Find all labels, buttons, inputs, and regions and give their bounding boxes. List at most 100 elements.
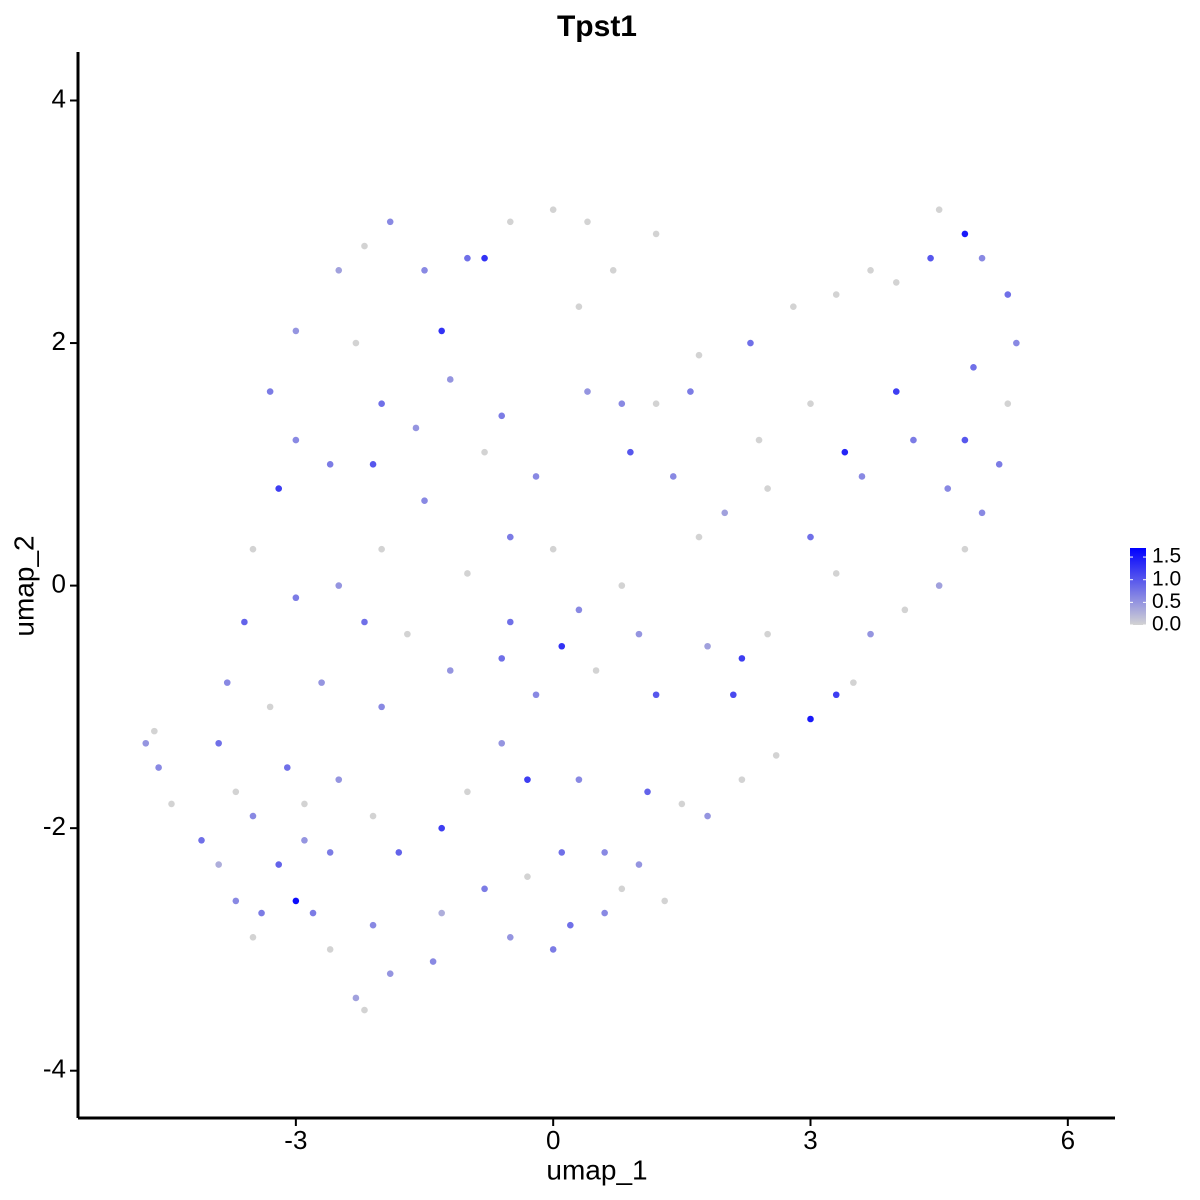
data-point bbox=[361, 1006, 368, 1014]
data-point bbox=[558, 849, 566, 856]
data-point bbox=[369, 812, 377, 820]
data-point bbox=[506, 533, 514, 541]
data-point bbox=[292, 436, 300, 444]
data-point bbox=[232, 897, 240, 905]
data-point bbox=[412, 424, 420, 432]
colorbar-label: 1.5 bbox=[1152, 545, 1181, 568]
data-point bbox=[506, 934, 514, 941]
data-point bbox=[266, 388, 274, 395]
colorbar bbox=[1130, 548, 1146, 625]
data-point bbox=[704, 812, 711, 820]
data-point bbox=[168, 800, 175, 808]
data-point bbox=[618, 582, 626, 589]
data-point bbox=[215, 861, 222, 868]
data-point bbox=[249, 934, 257, 941]
data-point bbox=[892, 388, 900, 395]
data-point bbox=[215, 739, 222, 747]
data-point bbox=[386, 218, 394, 226]
y-tick-label: 4 bbox=[52, 83, 66, 113]
data-point bbox=[464, 254, 471, 262]
data-point bbox=[498, 655, 506, 662]
data-point bbox=[807, 400, 814, 407]
data-point bbox=[601, 849, 608, 856]
data-point bbox=[978, 509, 986, 517]
data-point bbox=[764, 485, 771, 492]
data-point bbox=[352, 994, 360, 1002]
y-tick-label: -4 bbox=[43, 1054, 66, 1084]
data-point bbox=[292, 897, 300, 905]
data-point bbox=[283, 764, 291, 771]
data-point bbox=[241, 618, 248, 626]
data-point bbox=[249, 812, 257, 820]
x-tick-label: 0 bbox=[546, 1125, 560, 1155]
chart-title: Tpst1 bbox=[557, 10, 637, 43]
data-point bbox=[558, 642, 566, 650]
data-point bbox=[970, 364, 977, 371]
data-point bbox=[446, 376, 454, 383]
x-tick-label: 6 bbox=[1061, 1125, 1075, 1155]
data-point bbox=[421, 266, 428, 274]
data-point bbox=[361, 618, 368, 626]
data-point bbox=[695, 351, 703, 359]
data-point bbox=[275, 485, 283, 492]
data-point bbox=[481, 254, 488, 262]
data-point bbox=[438, 824, 445, 832]
data-point bbox=[618, 400, 626, 407]
data-point bbox=[335, 266, 343, 274]
data-point bbox=[721, 509, 729, 517]
data-point bbox=[352, 339, 360, 347]
data-point bbox=[584, 218, 591, 226]
colorbar-label: 0.5 bbox=[1152, 590, 1181, 613]
data-point bbox=[223, 679, 231, 686]
data-point bbox=[609, 266, 617, 274]
data-point bbox=[687, 388, 694, 395]
data-point bbox=[935, 582, 943, 589]
data-point bbox=[404, 630, 411, 638]
data-point bbox=[961, 436, 969, 444]
data-point bbox=[335, 776, 343, 783]
data-point bbox=[575, 776, 583, 783]
data-point bbox=[506, 218, 514, 226]
data-point bbox=[378, 703, 385, 711]
data-point bbox=[695, 533, 703, 541]
data-point bbox=[1013, 339, 1020, 347]
data-point bbox=[652, 691, 660, 699]
data-point bbox=[575, 606, 583, 614]
data-point bbox=[1004, 291, 1012, 298]
data-point bbox=[361, 242, 368, 250]
data-point bbox=[661, 897, 668, 905]
data-point bbox=[772, 752, 780, 759]
data-point bbox=[618, 885, 626, 893]
data-point bbox=[867, 266, 874, 274]
data-point bbox=[198, 836, 205, 844]
data-point bbox=[429, 958, 437, 965]
data-point bbox=[807, 533, 814, 541]
data-point bbox=[292, 327, 300, 335]
data-point bbox=[738, 655, 746, 662]
data-point bbox=[326, 946, 334, 953]
data-point bbox=[232, 788, 240, 796]
data-point bbox=[747, 339, 754, 347]
data-point bbox=[549, 946, 557, 953]
data-point bbox=[652, 400, 660, 407]
data-point bbox=[584, 388, 591, 395]
data-point bbox=[318, 679, 325, 686]
data-point bbox=[335, 582, 343, 589]
data-point bbox=[378, 545, 385, 553]
data-point bbox=[644, 788, 651, 796]
data-point bbox=[704, 642, 711, 650]
data-point bbox=[901, 606, 909, 614]
data-point bbox=[807, 715, 814, 723]
data-point bbox=[790, 303, 797, 310]
data-point bbox=[867, 630, 874, 638]
data-point bbox=[438, 327, 445, 335]
data-point bbox=[892, 279, 900, 286]
data-point bbox=[832, 570, 840, 577]
data-point bbox=[309, 909, 317, 917]
data-point bbox=[764, 630, 771, 638]
data-point bbox=[730, 691, 737, 699]
data-point bbox=[438, 909, 445, 917]
data-point bbox=[378, 400, 385, 407]
data-point bbox=[627, 448, 634, 456]
data-point bbox=[386, 970, 394, 977]
